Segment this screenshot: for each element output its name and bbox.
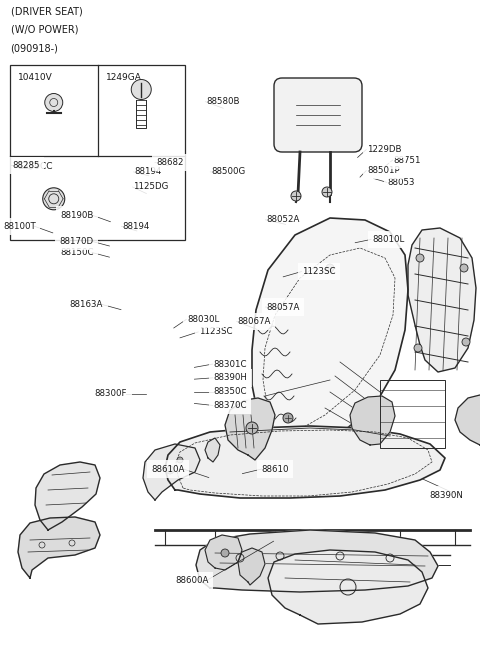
Polygon shape xyxy=(35,462,100,530)
Circle shape xyxy=(221,549,229,557)
Polygon shape xyxy=(205,535,242,570)
Text: 88751: 88751 xyxy=(394,155,421,165)
Text: 1339CC: 1339CC xyxy=(18,162,53,171)
Polygon shape xyxy=(252,218,408,445)
Text: 88053: 88053 xyxy=(388,178,415,187)
Polygon shape xyxy=(455,395,480,445)
Text: 88150C: 88150C xyxy=(60,248,94,257)
Text: 88285: 88285 xyxy=(12,161,39,170)
Circle shape xyxy=(283,413,293,423)
Text: 88010L: 88010L xyxy=(372,235,404,244)
Text: 88501P: 88501P xyxy=(367,166,400,175)
Polygon shape xyxy=(225,398,275,460)
Text: 88067A: 88067A xyxy=(238,317,271,326)
FancyBboxPatch shape xyxy=(274,78,362,152)
Text: 10410V: 10410V xyxy=(18,73,53,82)
Text: 88610: 88610 xyxy=(262,464,289,474)
Text: 88100T: 88100T xyxy=(3,222,36,231)
Text: 88052A: 88052A xyxy=(266,215,300,224)
Text: 88500G: 88500G xyxy=(211,167,245,176)
Circle shape xyxy=(291,191,301,201)
Bar xyxy=(380,380,445,448)
Text: 88580B: 88580B xyxy=(206,97,240,106)
Text: 88390H: 88390H xyxy=(214,373,248,382)
Text: 88301C: 88301C xyxy=(214,359,247,369)
Circle shape xyxy=(45,94,63,112)
Text: 1123SC: 1123SC xyxy=(302,267,336,276)
Text: 88610A: 88610A xyxy=(151,464,185,474)
Polygon shape xyxy=(238,548,265,585)
Polygon shape xyxy=(408,228,476,372)
Text: (DRIVER SEAT): (DRIVER SEAT) xyxy=(11,7,82,16)
Polygon shape xyxy=(18,517,100,578)
Circle shape xyxy=(462,338,470,346)
Text: 88190B: 88190B xyxy=(60,211,94,220)
Text: (W/O POWER): (W/O POWER) xyxy=(11,25,78,35)
Polygon shape xyxy=(268,550,428,624)
Text: 1123SC: 1123SC xyxy=(199,327,233,337)
Text: 88390N: 88390N xyxy=(429,491,463,500)
Circle shape xyxy=(414,344,422,352)
Text: 88030L: 88030L xyxy=(187,315,219,324)
Circle shape xyxy=(460,264,468,272)
Polygon shape xyxy=(143,444,200,500)
Text: 88194: 88194 xyxy=(134,167,162,176)
Polygon shape xyxy=(196,530,438,592)
Text: 1125DG: 1125DG xyxy=(133,182,169,192)
Circle shape xyxy=(326,264,334,272)
Text: 88194: 88194 xyxy=(122,222,150,231)
Circle shape xyxy=(322,187,332,197)
Text: 1229DB: 1229DB xyxy=(367,145,402,154)
Text: (090918-): (090918-) xyxy=(11,43,59,53)
Circle shape xyxy=(43,188,65,210)
Text: 88170D: 88170D xyxy=(60,237,94,246)
Text: 88163A: 88163A xyxy=(70,300,103,309)
Circle shape xyxy=(416,254,424,262)
Polygon shape xyxy=(205,438,220,462)
Text: 1249GA: 1249GA xyxy=(106,73,142,82)
Circle shape xyxy=(166,466,174,474)
Text: 88057A: 88057A xyxy=(266,302,300,312)
Polygon shape xyxy=(350,396,395,445)
Circle shape xyxy=(177,457,183,463)
Text: 88300F: 88300F xyxy=(95,389,127,398)
Text: 88682: 88682 xyxy=(156,158,183,167)
Text: 88600A: 88600A xyxy=(175,576,209,585)
Text: 88370C: 88370C xyxy=(214,401,247,410)
Circle shape xyxy=(131,79,151,100)
Circle shape xyxy=(246,422,258,434)
Polygon shape xyxy=(165,426,445,498)
Text: 88350C: 88350C xyxy=(214,387,247,396)
Bar xyxy=(10,65,185,240)
